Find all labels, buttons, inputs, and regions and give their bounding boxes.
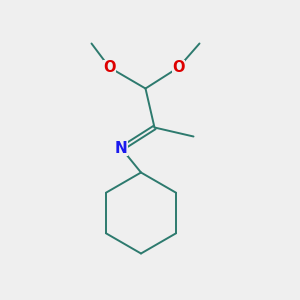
Text: N: N <box>115 141 128 156</box>
Text: O: O <box>172 60 185 75</box>
Text: O: O <box>103 60 116 75</box>
